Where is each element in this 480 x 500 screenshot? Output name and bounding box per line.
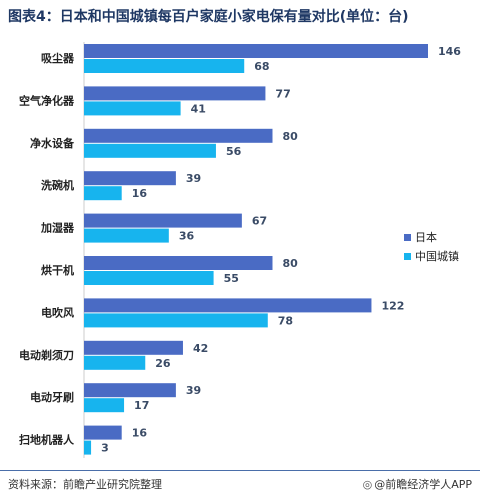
bar-japan [84,44,428,58]
category-label: 烘干机 [41,263,74,277]
data-label: 80 [282,257,298,270]
data-label: 77 [275,87,290,100]
bar-japan [84,86,266,101]
data-label: 68 [254,60,269,73]
brand-text: @前瞻经济学人APP [374,478,472,491]
bar-japan [84,256,273,270]
category-label: 加湿器 [40,221,75,235]
data-labels: 146 68 77 41 80 56 39 16 67 36 80 55 122 78 42 26 39 17 16… [101,45,461,455]
brand-note: ◎ @前瞻经济学人APP [363,476,472,492]
bar-china-urban [84,355,146,370]
bar-china-urban [84,271,214,285]
data-label: 146 [438,45,461,58]
data-label: 17 [134,399,149,412]
data-label: 42 [193,342,208,355]
category-label: 扫地机器人 [19,433,75,447]
bar-japan [84,128,273,143]
data-label: 122 [381,299,404,312]
category-label: 吸尘器 [41,51,75,65]
data-label: 39 [186,172,201,185]
bar-china-urban [84,313,268,328]
legend-swatch [404,234,411,241]
bar-china-urban [84,143,216,158]
category-label: 电动牙刷 [30,390,74,404]
bar-japan [84,425,122,440]
data-label: 78 [278,314,293,327]
legend-swatch [404,253,411,260]
legend-label: 中国城镇 [415,249,459,263]
legend-label: 日本 [415,230,437,244]
data-label: 3 [101,442,109,455]
footer-divider [0,470,480,471]
category-label: 电动剃须刀 [19,348,74,362]
data-label: 67 [252,215,267,228]
data-label: 39 [186,384,201,397]
bar-china-urban [84,228,169,243]
category-label: 空气净化器 [19,93,75,107]
data-label: 36 [179,230,195,243]
data-label: 80 [282,130,298,143]
data-label: 16 [132,427,148,440]
bar-japan [84,171,176,186]
data-label: 55 [224,272,239,285]
bar-china-urban [84,101,181,116]
bars [84,44,428,455]
bar-japan [84,213,242,228]
category-label: 净水设备 [30,136,75,150]
data-label: 41 [191,102,206,115]
bar-china-urban [84,398,125,413]
bar-china-urban [84,440,92,455]
chart-title: 图表4：日本和中国城镇每百户家庭小家电保有量对比(单位：台) [8,9,409,25]
bar-japan [84,340,183,355]
bar-china-urban [84,59,245,73]
source-note: 资料来源：前瞻产业研究院整理 [8,478,162,491]
bar-china-urban [84,186,122,201]
data-label: 16 [132,187,148,200]
bar-japan [84,298,372,313]
data-label: 26 [155,357,171,370]
data-label: 56 [226,145,242,158]
bar-japan [84,383,176,398]
category-label: 电吹风 [41,305,74,319]
brand-logo-icon: ◎ [362,478,373,491]
category-label: 洗碗机 [41,178,74,192]
